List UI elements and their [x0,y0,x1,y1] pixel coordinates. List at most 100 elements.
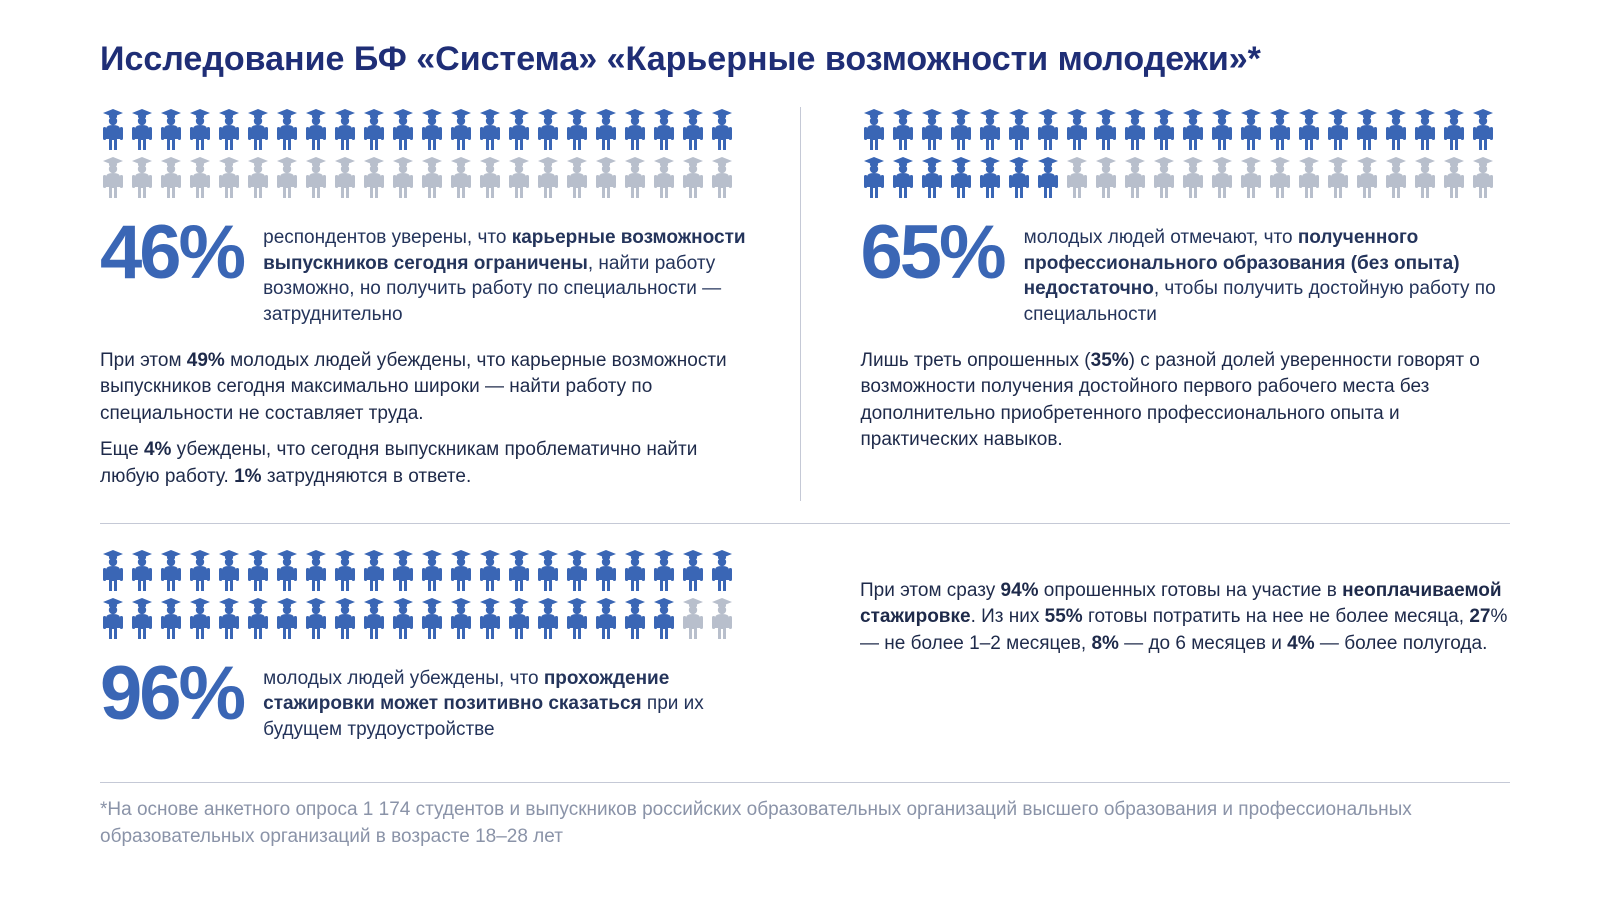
person-icon [216,155,242,199]
block-96: 96% молодых людей убеждены, что прохожде… [100,548,800,763]
person-icon [1151,155,1177,199]
person-icon [593,155,619,199]
person-icon [390,596,416,640]
person-icon [564,596,590,640]
person-icon [129,548,155,592]
person-icon [948,155,974,199]
person-icon [419,548,445,592]
person-icon [129,155,155,199]
person-icon [245,596,271,640]
person-icon [622,548,648,592]
person-icon [274,548,300,592]
person-icon [1006,107,1032,151]
person-icon [100,155,126,199]
picto-row [100,107,750,151]
picto-row [100,596,750,640]
person-icon [303,596,329,640]
pictograph-65 [861,107,1511,199]
person-icon [1064,155,1090,199]
person-icon [919,155,945,199]
block-96-side: При этом сразу 94% опрошенных готовы на … [800,548,1510,763]
person-icon [890,155,916,199]
person-icon [303,548,329,592]
person-icon [1180,155,1206,199]
person-icon [1093,107,1119,151]
person-icon [216,107,242,151]
person-icon [890,107,916,151]
block-46: 46% респондентов уверены, что карьерные … [100,107,801,501]
pictograph-46 [100,107,750,199]
person-icon [1093,155,1119,199]
person-icon [158,155,184,199]
person-icon [390,548,416,592]
person-icon [245,107,271,151]
person-icon [1412,107,1438,151]
person-icon [1267,155,1293,199]
pictograph-96 [100,548,750,640]
person-icon [100,107,126,151]
person-icon [419,596,445,640]
person-icon [593,596,619,640]
person-icon [1122,155,1148,199]
person-icon [977,107,1003,151]
person-icon [129,107,155,151]
person-icon [1209,155,1235,199]
picto-row [861,107,1511,151]
person-icon [332,596,358,640]
person-icon [709,107,735,151]
person-icon [680,155,706,199]
infographic-page: Исследование БФ «Система» «Карьерные воз… [0,0,1600,871]
person-icon [651,107,677,151]
person-icon [977,155,1003,199]
body-paragraph: При этом 49% молодых людей убеждены, что… [100,348,750,428]
percent-96: 96% [100,662,243,727]
person-icon [245,548,271,592]
person-icon [303,155,329,199]
person-icon [100,596,126,640]
percent-65: 65% [861,221,1004,286]
bottom-row: 96% молодых людей убеждены, что прохожде… [100,548,1510,763]
person-icon [622,596,648,640]
person-icon [535,155,561,199]
person-icon [477,596,503,640]
person-icon [448,107,474,151]
person-icon [158,596,184,640]
person-icon [1383,107,1409,151]
person-icon [216,596,242,640]
person-icon [187,548,213,592]
side-para-96: При этом сразу 94% опрошенных готовы на … [860,578,1510,658]
person-icon [390,107,416,151]
person-icon [216,548,242,592]
person-icon [448,548,474,592]
person-icon [593,548,619,592]
person-icon [1180,107,1206,151]
person-icon [158,548,184,592]
picto-row [100,155,750,199]
person-icon [332,107,358,151]
person-icon [1354,155,1380,199]
person-icon [1006,155,1032,199]
person-icon [1441,155,1467,199]
person-icon [477,155,503,199]
person-icon [1035,155,1061,199]
person-icon [506,548,532,592]
person-icon [158,107,184,151]
body-paragraph: Лишь треть опрошенных (35%) с разной дол… [861,348,1511,454]
divider [100,523,1510,524]
person-icon [709,155,735,199]
page-title: Исследование БФ «Система» «Карьерные воз… [100,40,1510,79]
person-icon [651,596,677,640]
person-icon [709,596,735,640]
person-icon [390,155,416,199]
person-icon [274,155,300,199]
person-icon [1412,155,1438,199]
stat-text-96: молодых людей убеждены, что прохождение … [263,662,750,743]
person-icon [1441,107,1467,151]
person-icon [709,548,735,592]
person-icon [129,596,155,640]
stat-text-65: молодых людей отмечают, что полученного … [1024,221,1510,328]
person-icon [593,107,619,151]
person-icon [861,155,887,199]
paras-46: При этом 49% молодых людей убеждены, что… [100,348,750,491]
person-icon [361,596,387,640]
